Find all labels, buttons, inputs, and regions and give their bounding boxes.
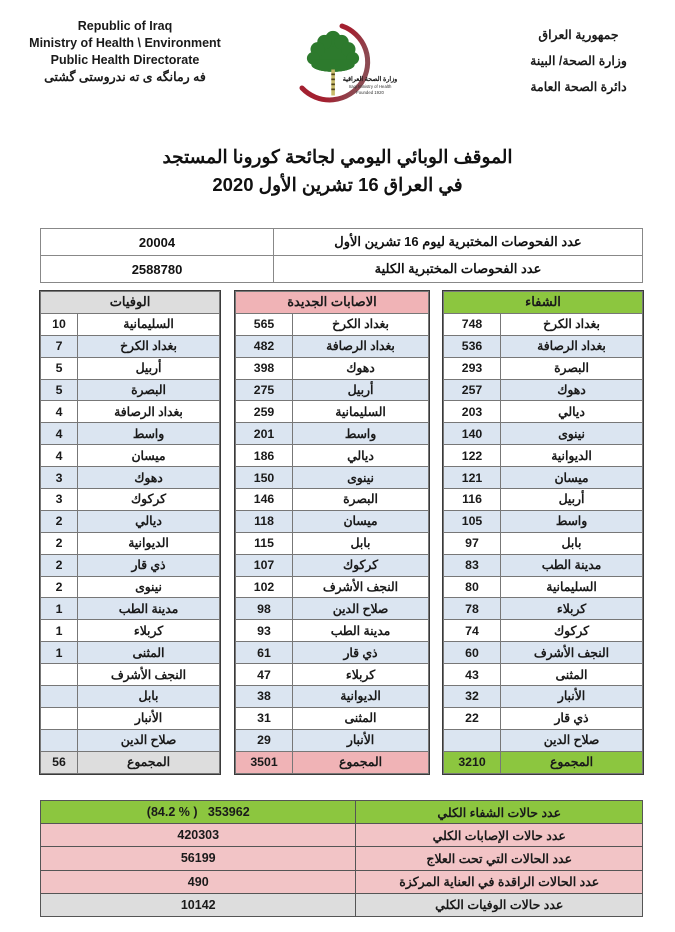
svg-text:Iraqi Ministry of Health: Iraqi Ministry of Health: [349, 84, 392, 89]
svg-text:Founded 1920: Founded 1920: [356, 90, 384, 95]
svg-text:وزارة الصحة العراقية: وزارة الصحة العراقية: [343, 76, 397, 83]
